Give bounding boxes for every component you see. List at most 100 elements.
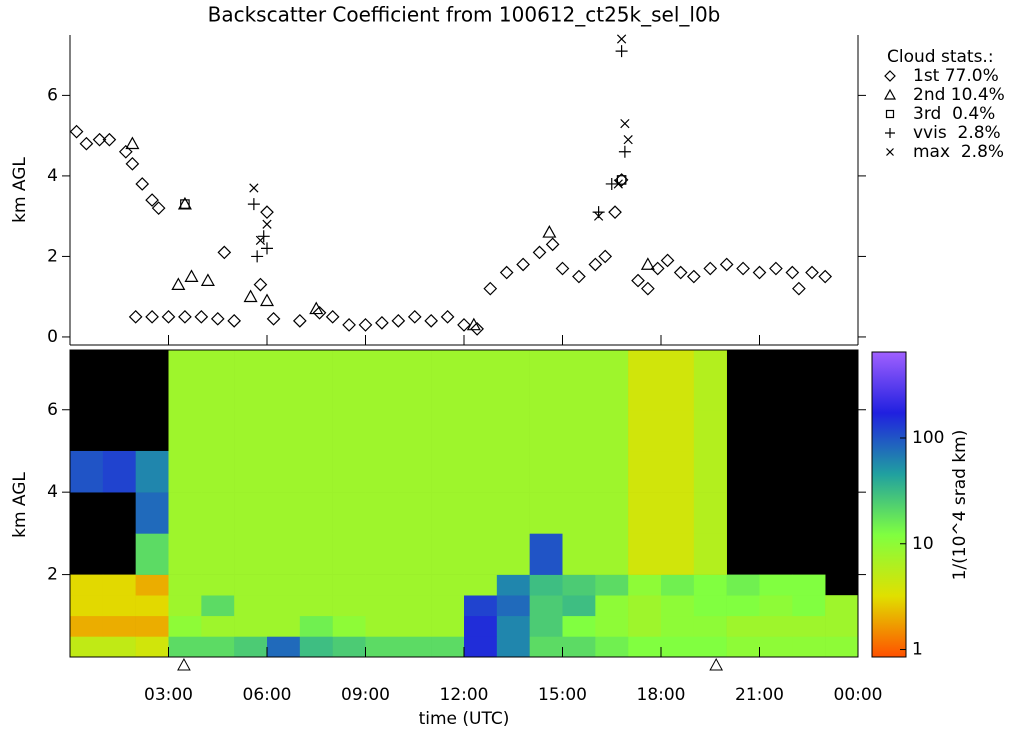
heatmap-cell	[628, 450, 662, 493]
heatmap-cell	[562, 615, 596, 637]
legend-marker	[886, 148, 894, 156]
heatmap-cell	[464, 615, 498, 637]
heatmap-cell	[168, 595, 202, 617]
point	[457, 318, 471, 332]
heatmap-cell	[464, 533, 498, 575]
heatmap-cell	[332, 636, 366, 658]
heatmap-cell	[135, 533, 169, 575]
heatmap-cell	[234, 615, 268, 637]
heatmap-cell	[431, 409, 465, 452]
point	[719, 257, 734, 272]
point	[292, 313, 307, 328]
heatmap-cell	[201, 595, 235, 617]
heatmap-cell	[365, 615, 399, 637]
point	[243, 289, 258, 303]
point	[620, 118, 630, 129]
heatmap-cell	[595, 409, 629, 452]
x-tick-label: 21:00	[735, 685, 784, 705]
heatmap-cell	[102, 636, 136, 658]
heatmap-cell	[496, 450, 530, 493]
point	[545, 237, 560, 252]
point	[769, 261, 783, 276]
legend-marker	[883, 88, 897, 100]
point	[673, 265, 688, 280]
legend-marker	[885, 128, 895, 138]
x-tick-label: 00:00	[834, 685, 883, 705]
x-tick-label: 09:00	[341, 685, 390, 705]
colorbar-tick-label: 10	[912, 534, 934, 554]
heatmap-cell	[332, 574, 366, 596]
heatmap-cell	[332, 350, 366, 411]
point	[227, 313, 242, 328]
point	[151, 201, 166, 215]
point	[266, 311, 281, 326]
heatmap-cell	[102, 450, 136, 493]
y-tick-label: 4	[47, 482, 58, 502]
point	[785, 265, 800, 280]
legend-marker	[885, 109, 895, 119]
heatmap-cell	[365, 409, 399, 452]
heatmap-cell	[693, 636, 727, 658]
y-axis-label: km AGL	[10, 472, 30, 538]
heatmap-cell	[201, 533, 235, 575]
colorbar-label: 1/(10^4 srad km)	[950, 430, 970, 581]
point	[194, 309, 209, 324]
heatmap-cell	[299, 636, 333, 658]
heatmap-cell	[201, 409, 235, 452]
heatmap-cell	[267, 350, 301, 411]
point	[818, 269, 833, 284]
heatmap-cell	[628, 533, 662, 575]
heatmap-cell	[628, 615, 662, 637]
heatmap-cell	[628, 350, 662, 411]
heatmap-cell	[595, 533, 629, 575]
heatmap-cell	[299, 350, 333, 411]
point	[703, 261, 718, 276]
point	[177, 196, 192, 210]
heatmap-cell	[365, 533, 399, 575]
heatmap-cell	[398, 350, 432, 411]
heatmap-cell	[299, 409, 333, 452]
legend-label: 3rd 0.4%	[913, 104, 995, 124]
heatmap-cell	[267, 595, 301, 617]
heatmap-cell	[661, 636, 695, 658]
heatmap-cell	[431, 595, 465, 617]
point	[255, 235, 266, 245]
point	[615, 45, 628, 58]
heatmap-cell	[234, 409, 268, 452]
heatmap-cell	[234, 574, 268, 596]
heatmap-cell	[562, 533, 596, 575]
heatmap-cell	[431, 492, 465, 534]
heatmap-cell	[365, 450, 399, 493]
plot-frame	[70, 35, 858, 345]
heatmap-cell	[299, 533, 333, 575]
point	[686, 269, 701, 284]
heatmap-cell	[332, 409, 366, 452]
heatmap-cell	[628, 409, 662, 452]
x-tick-label: 15:00	[538, 685, 587, 705]
point	[613, 179, 623, 189]
heatmap-cell	[693, 492, 727, 534]
point	[375, 316, 389, 330]
x-tick-label: 12:00	[440, 685, 489, 705]
heatmap-cell	[726, 615, 760, 637]
point	[616, 34, 627, 44]
legend-label: vvis 2.8%	[913, 123, 1001, 143]
heatmap-cell	[332, 533, 366, 575]
heatmap-cell	[792, 636, 826, 658]
point	[184, 269, 199, 282]
point	[483, 281, 498, 296]
heatmap-cell	[431, 350, 465, 411]
heatmap-cell	[168, 615, 202, 637]
heatmap-cell	[726, 574, 760, 596]
point	[125, 136, 140, 150]
y-tick-label: 0	[47, 327, 58, 347]
heatmap-cell	[792, 615, 826, 637]
heatmap-cell	[267, 533, 301, 575]
heatmap-cell	[693, 615, 727, 637]
point	[555, 261, 570, 276]
point	[618, 145, 631, 158]
heatmap-cell	[398, 492, 432, 534]
heatmap-cell	[299, 492, 333, 534]
point	[440, 309, 455, 324]
point	[309, 301, 324, 315]
